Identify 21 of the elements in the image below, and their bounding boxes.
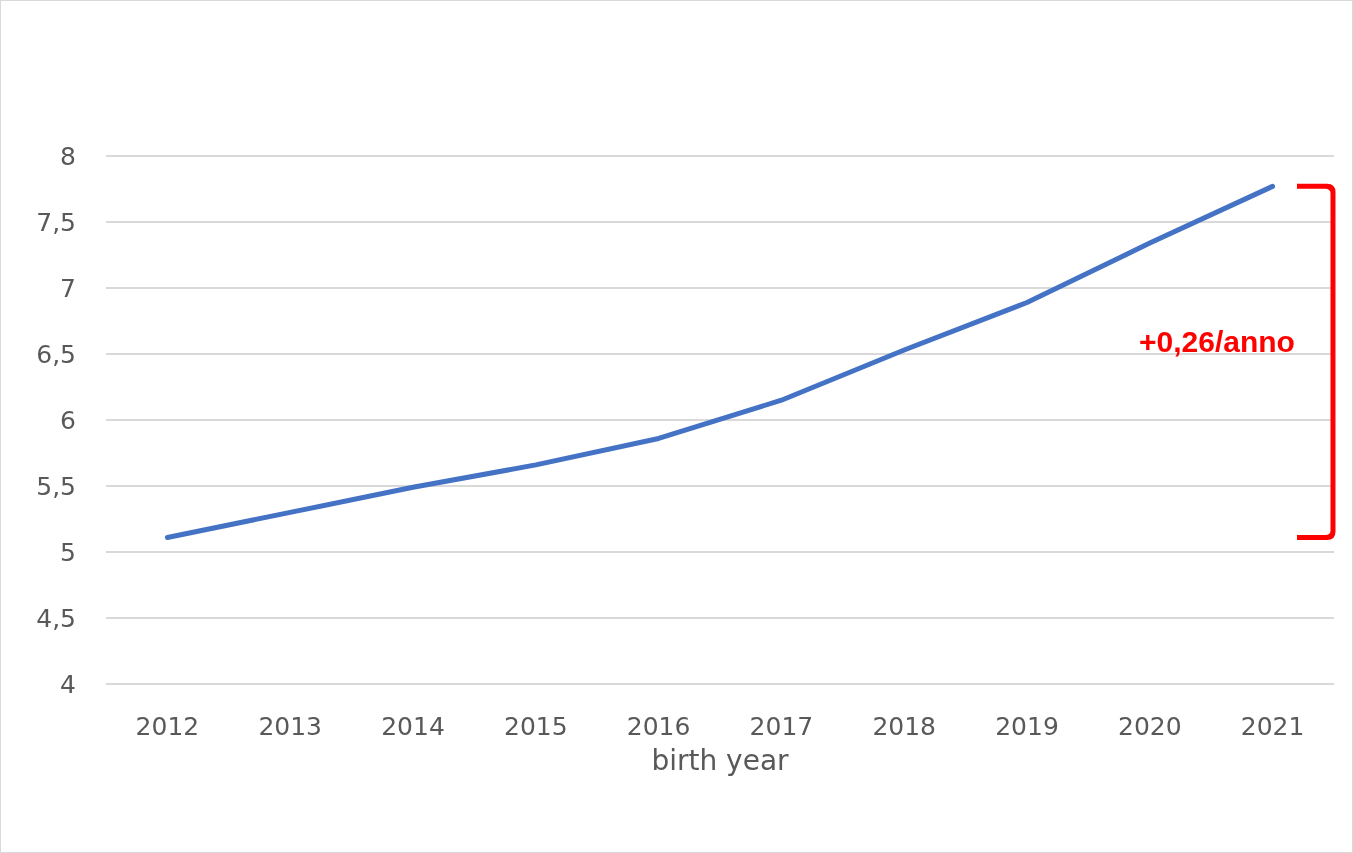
x-tick-label: 2020 <box>1117 712 1182 741</box>
x-tick-label: 2021 <box>1240 712 1305 741</box>
x-axis-title: birth year <box>651 743 790 777</box>
annotation: +0,26/anno <box>1139 324 1295 359</box>
y-tick-label: 7,5 <box>36 207 76 237</box>
y-tick-label: 5 <box>60 537 76 567</box>
x-tick-label: 2015 <box>503 712 568 741</box>
y-tick-label: 5,5 <box>36 471 76 501</box>
x-tick-label: 2018 <box>872 712 937 741</box>
x-tick-label: 2016 <box>626 712 691 741</box>
x-tick-label: 2013 <box>258 712 323 741</box>
y-tick-label: 4 <box>60 669 76 699</box>
x-tick-label: 2019 <box>995 712 1059 741</box>
x-tick-label: 2014 <box>381 712 445 741</box>
x-tick-label: 2012 <box>135 712 200 741</box>
y-tick-label: 7 <box>60 273 76 303</box>
y-tick-label: 8 <box>60 141 76 171</box>
y-tick-label: 4,5 <box>36 603 76 633</box>
x-tick-label: 2017 <box>749 712 814 741</box>
y-tick-label: 6,5 <box>36 339 76 369</box>
y-tick-label: 6 <box>60 405 76 435</box>
